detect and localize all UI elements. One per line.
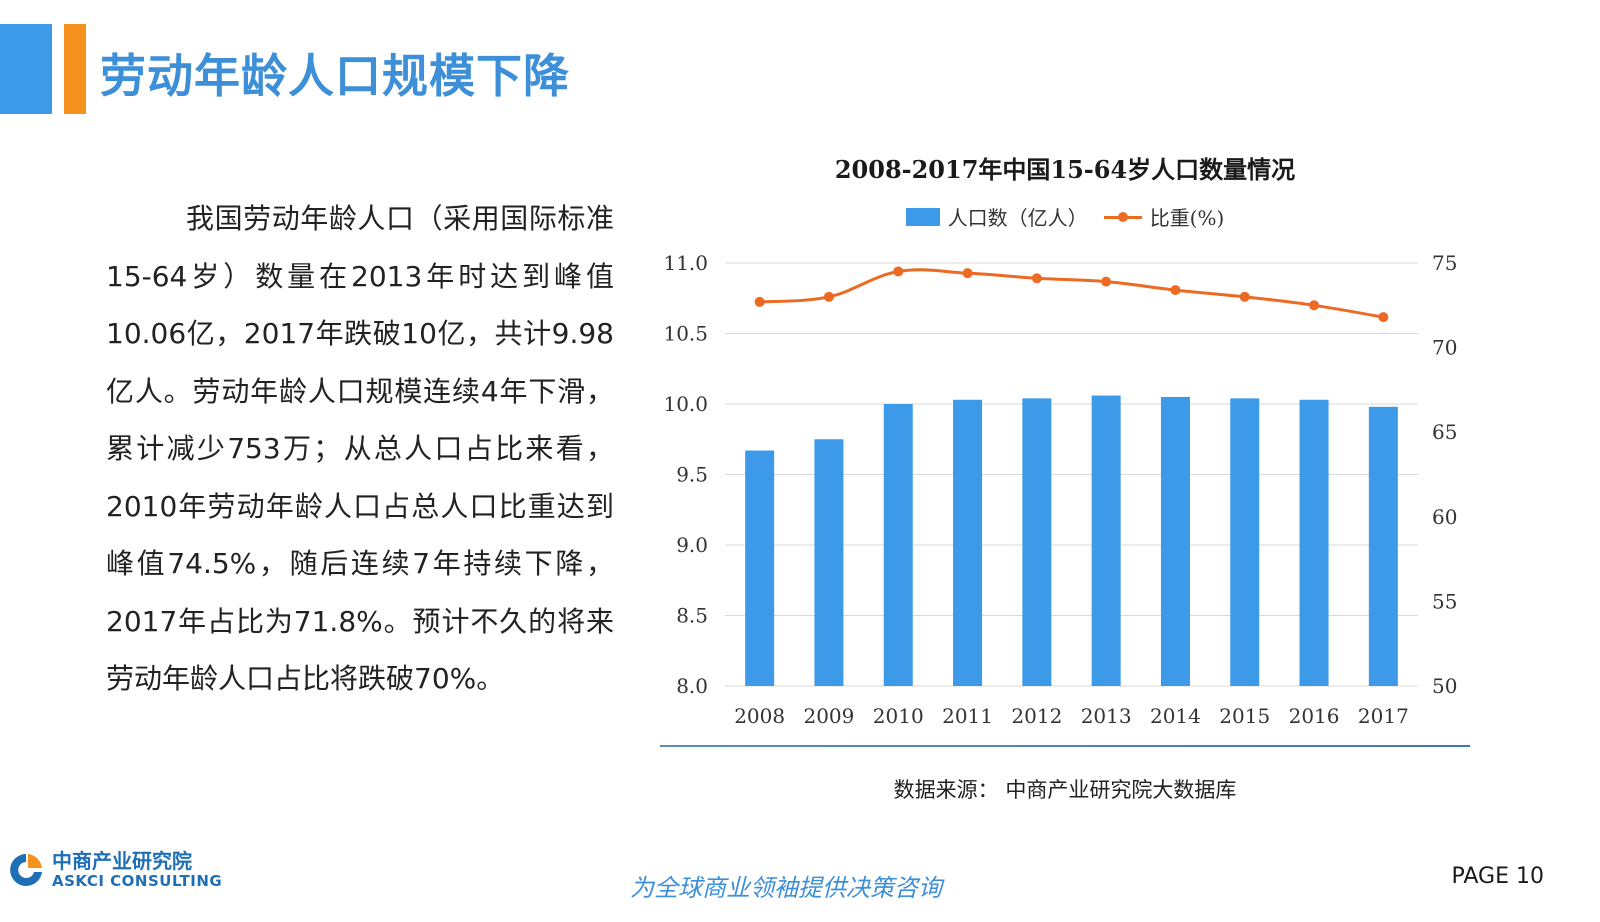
legend-label-ratio: 比重(%) xyxy=(1149,206,1225,230)
bar xyxy=(1230,398,1260,686)
y-right-tick-label: 70 xyxy=(1432,336,1457,360)
bar xyxy=(1091,395,1121,686)
ratio-point xyxy=(962,268,973,279)
x-tick-label: 2008 xyxy=(734,704,785,728)
page-title: 劳动年龄人口规模下降 xyxy=(100,49,570,103)
ratio-point xyxy=(823,291,834,302)
legend-line-swatch xyxy=(1103,208,1142,226)
company-logo: 中商产业研究院 ASKCI CONSULTING xyxy=(6,850,222,890)
ratio-point xyxy=(1031,273,1042,284)
chart-underline xyxy=(660,745,1470,747)
ratio-point xyxy=(1101,276,1112,287)
x-tick-label: 2012 xyxy=(1011,704,1062,728)
bar xyxy=(745,450,775,686)
y-left-tick-label: 11.0 xyxy=(663,251,708,275)
y-left-tick-label: 8.0 xyxy=(676,674,708,698)
x-tick-label: 2010 xyxy=(873,704,924,728)
logo-name-en: ASKCI CONSULTING xyxy=(52,872,223,890)
bar xyxy=(1299,399,1329,686)
data-source: 数据来源： 中商产业研究院大数据库 xyxy=(893,778,1237,802)
x-tick-label: 2017 xyxy=(1358,704,1409,728)
chart-legend: 人口数（亿人） 比重(%) xyxy=(660,202,1470,231)
bar xyxy=(883,404,913,686)
legend-label-population: 人口数（亿人） xyxy=(947,206,1088,230)
x-tick-label: 2014 xyxy=(1150,704,1201,728)
bar xyxy=(1160,396,1190,686)
y-right-tick-label: 75 xyxy=(1432,251,1457,275)
logo-name-cn: 中商产业研究院 xyxy=(52,849,192,873)
body-paragraph: 我国劳动年龄人口（采用国际标准15-64岁）数量在2013年时达到峰值10.06… xyxy=(106,202,614,695)
page-number: PAGE 10 xyxy=(1451,864,1544,889)
y-left-tick-label: 8.5 xyxy=(676,604,708,628)
x-tick-label: 2009 xyxy=(803,704,854,728)
x-tick-label: 2015 xyxy=(1219,704,1270,728)
bar xyxy=(953,399,983,686)
ratio-point xyxy=(1239,291,1250,302)
legend-bar-swatch xyxy=(905,207,940,226)
chart-title: 2008-2017年中国15-64岁人口数量情况 xyxy=(834,155,1296,184)
bar xyxy=(1022,398,1052,686)
header-accent-blue xyxy=(0,24,52,114)
slogan: 为全球商业领袖提供决策咨询 xyxy=(630,874,942,902)
ratio-point xyxy=(1378,312,1389,323)
y-right-tick-label: 55 xyxy=(1432,589,1457,613)
ratio-point xyxy=(1170,285,1181,296)
x-tick-label: 2016 xyxy=(1289,704,1340,728)
bar xyxy=(814,439,844,686)
ratio-point xyxy=(893,266,904,277)
y-right-tick-label: 65 xyxy=(1432,420,1457,444)
ratio-point xyxy=(754,296,765,307)
y-right-tick-label: 60 xyxy=(1432,505,1457,529)
logo-text-block: 中商产业研究院 ASKCI CONSULTING xyxy=(52,850,222,890)
legend-item-ratio: 比重(%) xyxy=(1103,202,1225,231)
askci-logo-icon xyxy=(10,854,42,886)
x-tick-label: 2011 xyxy=(942,704,993,728)
bar xyxy=(1368,406,1398,686)
ratio-point xyxy=(1309,300,1320,311)
y-left-tick-label: 9.5 xyxy=(676,463,708,487)
legend-item-population: 人口数（亿人） xyxy=(905,202,1088,231)
header-accent-orange xyxy=(64,24,86,114)
y-left-tick-label: 10.0 xyxy=(663,392,708,416)
ratio-line xyxy=(759,268,1384,319)
y-left-tick-label: 10.5 xyxy=(663,322,708,346)
x-tick-label: 2013 xyxy=(1081,704,1132,728)
y-right-tick-label: 50 xyxy=(1432,674,1457,698)
y-left-tick-label: 9.0 xyxy=(676,533,708,557)
